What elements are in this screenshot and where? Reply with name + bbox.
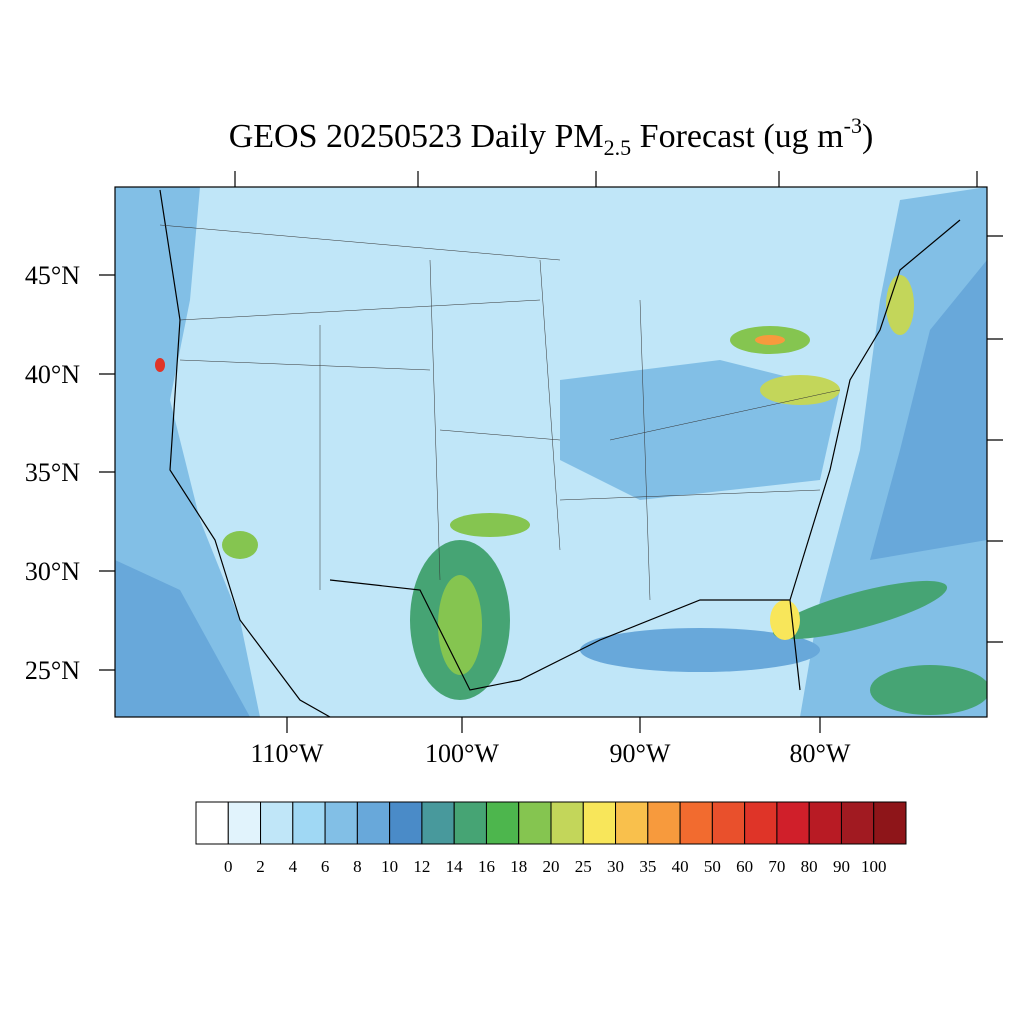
colorbar-label: 70 — [768, 857, 785, 876]
title-superscript: -3 — [844, 113, 862, 138]
colorbar-box — [840, 801, 875, 845]
colorbar-box — [873, 801, 907, 845]
colorbar-label: 0 — [224, 857, 233, 876]
colorbar-label: 14 — [446, 857, 464, 876]
field-gulf — [580, 628, 820, 672]
colorbar-box — [582, 801, 617, 845]
colorbar-box — [776, 801, 810, 845]
field-texas-core — [438, 575, 482, 675]
colorbar-label: 4 — [289, 857, 298, 876]
colorbar-box — [711, 801, 746, 845]
field-caribbean — [870, 665, 987, 715]
colorbar-box — [550, 801, 584, 845]
colorbar-box — [260, 801, 294, 845]
colorbar-label: 16 — [478, 857, 495, 876]
lon-label: 90°W — [610, 739, 671, 768]
lat-label: 45°N — [25, 261, 80, 290]
colorbar-box — [485, 801, 520, 845]
colorbar-box — [195, 801, 229, 845]
colorbar-label: 2 — [256, 857, 265, 876]
lon-label: 110°W — [251, 739, 324, 768]
colorbar-box — [744, 801, 778, 845]
lon-label: 80°W — [790, 739, 851, 768]
map-field — [115, 187, 987, 717]
colorbar-box — [292, 801, 326, 845]
colorbar-box — [421, 801, 455, 845]
field-oklahoma — [450, 513, 530, 537]
colorbar-box — [389, 801, 423, 845]
colorbar-box — [518, 801, 552, 845]
colorbar-box — [453, 801, 487, 845]
title: GEOS 20250523 Daily PM2.5 Forecast (ug m… — [229, 113, 874, 160]
title-text: ) — [862, 118, 873, 155]
colorbar-box — [356, 801, 391, 845]
map-frame — [114, 186, 988, 718]
field-plume — [772, 580, 948, 640]
field-pacific — [115, 560, 250, 717]
colorbar-label: 10 — [381, 857, 398, 876]
title-subscript: 2.5 — [604, 135, 632, 160]
colorbar-label: 18 — [510, 857, 527, 876]
lat-label: 35°N — [25, 458, 80, 487]
title-text: Forecast (ug m — [631, 118, 843, 155]
field-phoenix — [222, 531, 258, 559]
colorbar-label: 8 — [353, 857, 362, 876]
field-erie-core — [755, 335, 785, 345]
field-fire — [155, 358, 165, 372]
colorbar-label: 20 — [543, 857, 560, 876]
field-maine — [886, 275, 914, 335]
lon-label: 100°W — [425, 739, 499, 768]
state-borders — [159, 224, 841, 601]
frame-ticks — [99, 171, 1003, 733]
colorbar-box — [647, 801, 681, 845]
colorbar-label: 12 — [413, 857, 430, 876]
field-pa — [760, 375, 840, 405]
title-text: GEOS 20250523 Daily PM — [229, 118, 604, 155]
lat-label: 30°N — [25, 557, 80, 586]
field-atlantic-deep — [870, 260, 987, 560]
colorbar-label: 25 — [575, 857, 592, 876]
lat-label: 25°N — [25, 656, 80, 685]
colorbar-box — [227, 801, 262, 845]
colorbar-box — [679, 801, 713, 845]
colorbar-label: 30 — [607, 857, 624, 876]
lat-label: 40°N — [25, 360, 80, 389]
colorbar-label: 60 — [736, 857, 753, 876]
colorbar-label: 6 — [321, 857, 330, 876]
field-florida — [770, 600, 800, 640]
colorbar-label: 100 — [861, 857, 887, 876]
colorbar-label: 80 — [801, 857, 818, 876]
colorbar-label: 50 — [704, 857, 721, 876]
colorbar-box — [808, 801, 842, 845]
colorbar-box — [615, 801, 649, 845]
colorbar-label: 35 — [639, 857, 656, 876]
colorbar-label: 40 — [672, 857, 689, 876]
colorbar-label: 90 — [833, 857, 850, 876]
colorbar-box — [324, 801, 358, 845]
